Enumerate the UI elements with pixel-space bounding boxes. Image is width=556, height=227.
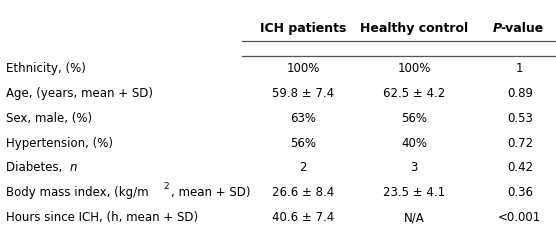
Text: 63%: 63%: [290, 111, 316, 125]
Text: 1: 1: [516, 62, 524, 75]
Text: 100%: 100%: [398, 62, 431, 75]
Text: -value: -value: [500, 22, 544, 35]
Text: Ethnicity, (%): Ethnicity, (%): [6, 62, 86, 75]
Text: Healthy control: Healthy control: [360, 22, 468, 35]
Text: Diabetes,: Diabetes,: [6, 161, 66, 175]
Text: 26.6 ± 8.4: 26.6 ± 8.4: [272, 186, 334, 200]
Text: 40.6 ± 7.4: 40.6 ± 7.4: [272, 211, 334, 225]
Text: Age, (years, mean + SD): Age, (years, mean + SD): [6, 86, 152, 100]
Text: 23.5 ± 4.1: 23.5 ± 4.1: [383, 186, 445, 200]
Text: n: n: [70, 161, 77, 175]
Text: N/A: N/A: [404, 211, 425, 225]
Text: 56%: 56%: [290, 136, 316, 150]
Text: 62.5 ± 4.2: 62.5 ± 4.2: [383, 86, 445, 100]
Text: 40%: 40%: [401, 136, 427, 150]
Text: Hours since ICH, (h, mean + SD): Hours since ICH, (h, mean + SD): [6, 211, 198, 225]
Text: 2: 2: [299, 161, 307, 175]
Text: 3: 3: [410, 161, 418, 175]
Text: 56%: 56%: [401, 111, 427, 125]
Text: 0.53: 0.53: [507, 111, 533, 125]
Text: 0.42: 0.42: [507, 161, 533, 175]
Text: 0.89: 0.89: [507, 86, 533, 100]
Text: Sex, male, (%): Sex, male, (%): [6, 111, 92, 125]
Text: 0.72: 0.72: [507, 136, 533, 150]
Text: 59.8 ± 7.4: 59.8 ± 7.4: [272, 86, 334, 100]
Text: <0.001: <0.001: [498, 211, 542, 225]
Text: 0.36: 0.36: [507, 186, 533, 200]
Text: 100%: 100%: [286, 62, 320, 75]
Text: ICH patients: ICH patients: [260, 22, 346, 35]
Text: P: P: [493, 22, 502, 35]
Text: Hypertension, (%): Hypertension, (%): [6, 136, 112, 150]
Text: , mean + SD): , mean + SD): [171, 186, 251, 200]
Text: 2: 2: [163, 182, 168, 191]
Text: Body mass index, (kg/m: Body mass index, (kg/m: [6, 186, 148, 200]
